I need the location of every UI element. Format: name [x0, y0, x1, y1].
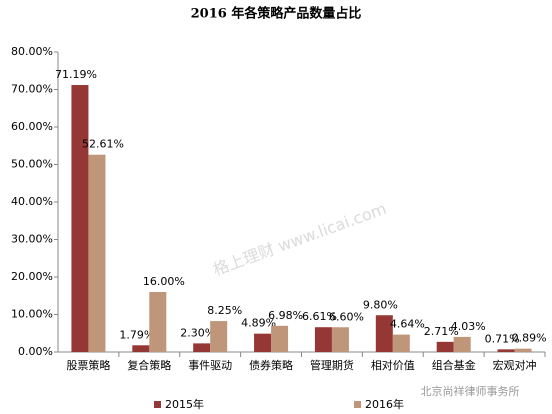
x-tick-label: 事件驱动 — [188, 359, 232, 372]
bar — [254, 333, 272, 352]
value-label: 2.30% — [180, 326, 215, 339]
value-label: 4.64% — [390, 318, 425, 331]
y-tick-label: 50.00% — [11, 158, 53, 171]
value-label: 52.61% — [82, 138, 124, 151]
value-label: 0.89% — [512, 332, 547, 345]
bar — [331, 327, 349, 352]
bar — [149, 292, 167, 352]
x-tick-label: 管理期货 — [310, 358, 354, 372]
value-label: 4.03% — [451, 320, 486, 333]
x-tick-label: 债券策略 — [249, 358, 293, 372]
bar — [375, 315, 393, 352]
value-label: 0.71% — [485, 332, 520, 345]
value-label: 8.25% — [207, 304, 242, 317]
bar — [210, 321, 228, 352]
source-note: 北京尚祥律师事务所 — [421, 384, 520, 398]
bar — [271, 325, 289, 352]
bar — [453, 336, 471, 352]
bar — [497, 349, 515, 352]
legend-label: 2015年 — [165, 397, 204, 411]
value-label: 4.89% — [241, 317, 276, 330]
bar — [436, 341, 454, 352]
bar — [193, 343, 211, 352]
y-tick-label: 30.00% — [11, 233, 53, 246]
y-tick-label: 10.00% — [11, 308, 53, 321]
value-label: 6.60% — [329, 310, 364, 323]
y-tick-label: 80.00% — [11, 45, 53, 58]
value-label: 16.00% — [143, 275, 185, 288]
legend-swatch — [354, 401, 361, 408]
y-tick-label: 40.00% — [11, 195, 53, 208]
y-tick-label: 60.00% — [11, 120, 53, 133]
value-label: 9.80% — [363, 298, 398, 311]
legend-label: 2016年 — [365, 397, 404, 411]
value-label: 6.98% — [268, 309, 303, 322]
y-tick-label: 0.00% — [18, 345, 53, 358]
legend-swatch — [154, 401, 161, 408]
bar — [514, 348, 532, 352]
bar — [71, 85, 89, 352]
value-label: 6.61% — [302, 310, 337, 323]
x-tick-label: 复合策略 — [127, 358, 171, 372]
bar — [314, 327, 332, 352]
value-label: 1.79% — [119, 328, 154, 341]
bar — [88, 154, 106, 352]
bar — [132, 345, 150, 352]
watermark: 格上理财 www.licai.com — [210, 199, 389, 280]
y-tick-label: 70.00% — [11, 83, 53, 96]
chart-title: 2016 年各策略产品数量占比 — [191, 6, 362, 22]
y-tick-label: 20.00% — [11, 270, 53, 283]
bar — [392, 334, 410, 352]
x-tick-label: 宏观对冲 — [493, 358, 537, 372]
value-label: 71.19% — [55, 68, 97, 81]
x-tick-label: 股票策略 — [66, 358, 110, 372]
value-label: 2.71% — [424, 325, 459, 338]
x-tick-label: 组合基金 — [432, 358, 476, 372]
x-tick-label: 相对价值 — [371, 358, 415, 372]
